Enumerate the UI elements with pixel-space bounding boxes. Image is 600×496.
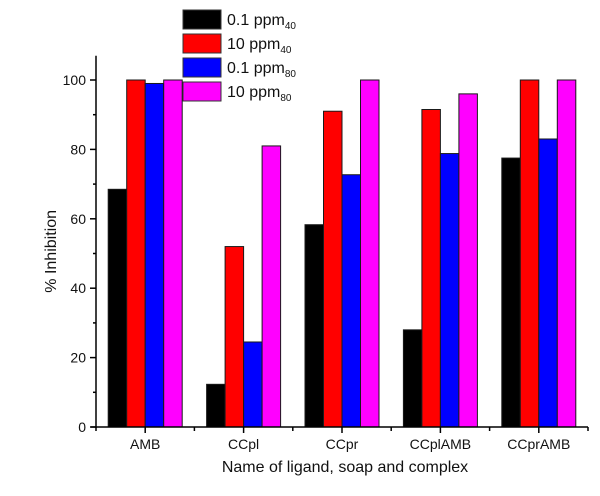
bar-ccplamb-series-3 bbox=[458, 93, 478, 428]
bar-ccpramb-series-1 bbox=[519, 79, 540, 428]
bar-ccpr-series-3 bbox=[360, 79, 380, 428]
legend-swatch bbox=[182, 81, 222, 102]
x-ticks-group: AMB CCpl CCpr CCplAMB CCprAMB bbox=[95, 427, 589, 452]
y-ticks-group: 0 20 40 60 80 100 bbox=[63, 72, 96, 435]
x-tick-label: CCprAMB bbox=[507, 436, 570, 452]
y-axis-title: % Inhibition bbox=[43, 210, 60, 293]
bar-ccpl-series-2 bbox=[243, 341, 263, 428]
bar-amb-series-1 bbox=[126, 79, 146, 428]
legend-item: 0.1 ppm40 bbox=[182, 9, 296, 32]
bar-amb-series-2 bbox=[144, 82, 165, 428]
bar-amb-series-0 bbox=[107, 188, 128, 428]
axes-group bbox=[91, 55, 588, 428]
x-tick-label: CCpr bbox=[326, 436, 359, 452]
legend-swatch bbox=[182, 33, 222, 54]
x-tick-label: AMB bbox=[130, 436, 160, 452]
bar-ccpr-series-2 bbox=[341, 174, 361, 428]
bar-ccpramb-series-0 bbox=[501, 157, 521, 428]
legend: 0.1 ppm40 10 ppm40 0.1 ppm80 10 ppm80 bbox=[182, 9, 296, 104]
legend-item: 10 ppm80 bbox=[182, 81, 292, 104]
bar-ccplamb-series-2 bbox=[439, 153, 460, 428]
legend-swatch bbox=[182, 9, 222, 30]
bars-group bbox=[107, 79, 577, 428]
x-axis-title: Name of ligand, soap and complex bbox=[222, 459, 468, 476]
bar-amb-series-3 bbox=[163, 79, 183, 428]
bar-ccpramb-series-3 bbox=[556, 79, 577, 428]
y-tick-label: 60 bbox=[70, 211, 86, 227]
bar-ccpl-series-1 bbox=[224, 246, 245, 428]
x-tick-label: CCplAMB bbox=[410, 436, 471, 452]
x-tick-label: CCpl bbox=[228, 436, 259, 452]
bar-ccpramb-series-2 bbox=[538, 138, 558, 428]
bar-ccplamb-series-0 bbox=[402, 329, 423, 428]
y-tick-label: 40 bbox=[70, 280, 86, 296]
bar-ccpr-series-0 bbox=[304, 224, 324, 428]
y-tick-label: 80 bbox=[70, 141, 86, 157]
legend-label: 10 ppm80 bbox=[227, 84, 292, 104]
y-tick-label: 100 bbox=[63, 72, 87, 88]
y-tick-label: 0 bbox=[78, 419, 86, 435]
legend-label: 10 ppm40 bbox=[227, 36, 292, 56]
bar-ccpl-series-0 bbox=[206, 383, 226, 428]
legend-label: 0.1 ppm40 bbox=[227, 12, 296, 32]
legend-item: 0.1 ppm80 bbox=[182, 57, 296, 80]
bar-ccpr-series-1 bbox=[323, 110, 343, 428]
legend-label: 0.1 ppm80 bbox=[227, 60, 296, 80]
bar-ccplamb-series-1 bbox=[421, 108, 441, 428]
legend-item: 10 ppm40 bbox=[182, 33, 292, 56]
legend-swatch bbox=[182, 57, 222, 78]
bar-ccpl-series-3 bbox=[261, 145, 282, 428]
y-tick-label: 20 bbox=[70, 350, 86, 366]
